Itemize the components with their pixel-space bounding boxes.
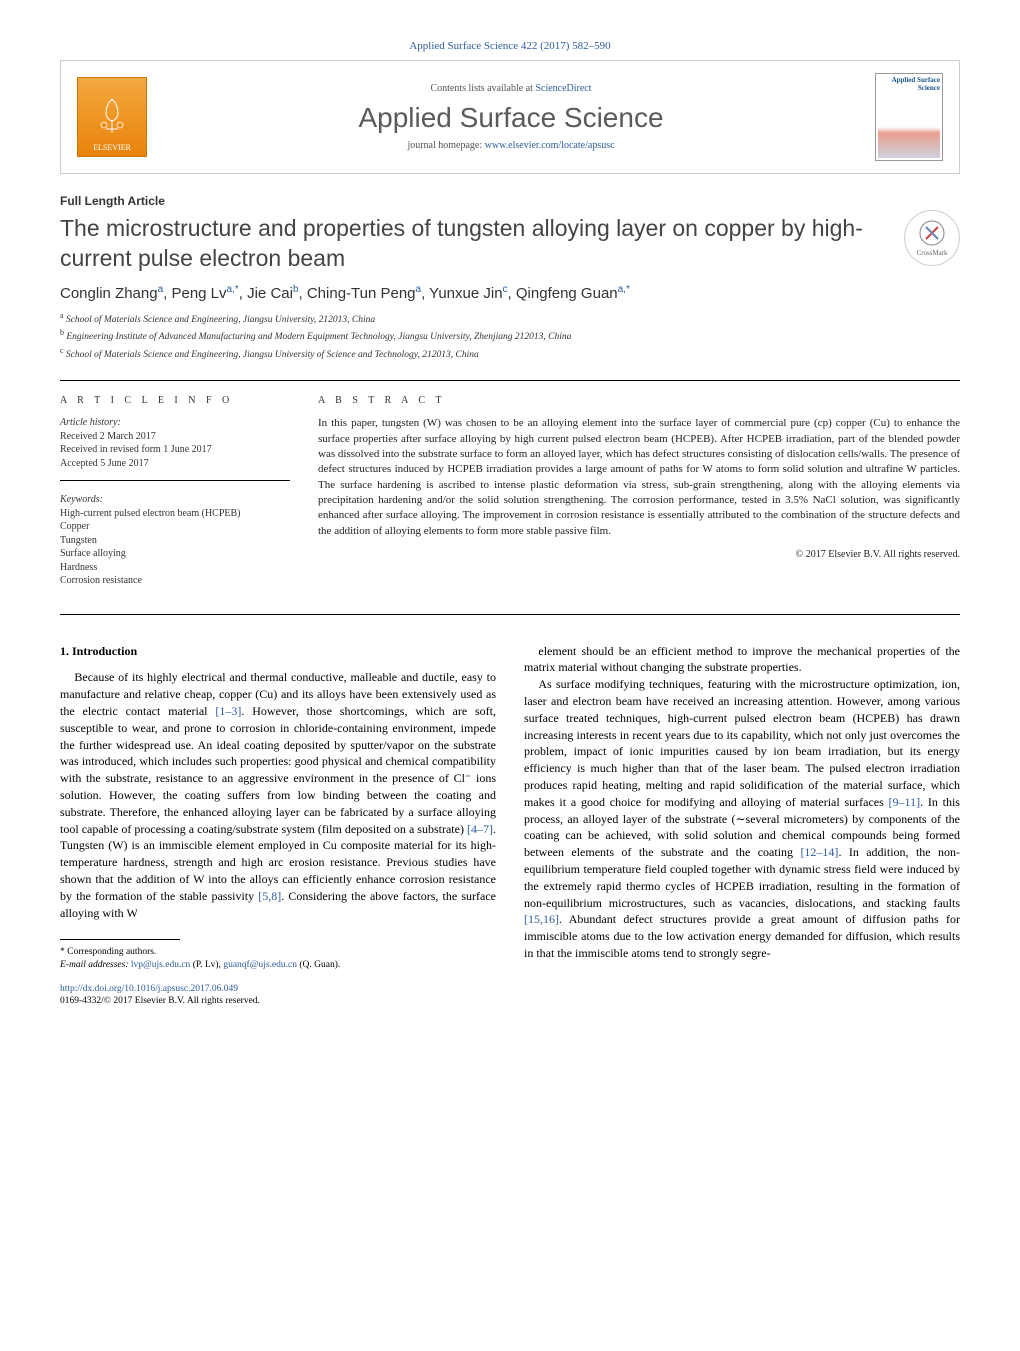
history-line-1: Received in revised form 1 June 2017 bbox=[60, 443, 290, 457]
history-line-2: Accepted 5 June 2017 bbox=[60, 457, 290, 471]
elsevier-tree-icon bbox=[92, 95, 132, 139]
keywords-label: Keywords: bbox=[60, 493, 290, 507]
col1-para-0: Because of its highly electrical and the… bbox=[60, 669, 496, 921]
crossmark-icon bbox=[918, 219, 946, 247]
elsevier-logo: ELSEVIER bbox=[77, 77, 147, 157]
affiliations: a School of Materials Science and Engine… bbox=[60, 310, 960, 362]
elsevier-label: ELSEVIER bbox=[93, 143, 131, 152]
journal-header: ELSEVIER Contents lists available at Sci… bbox=[60, 60, 960, 174]
column-left: 1. Introduction Because of its highly el… bbox=[60, 643, 496, 1008]
doi-link[interactable]: http://dx.doi.org/10.1016/j.apsusc.2017.… bbox=[60, 984, 238, 994]
contents-line: Contents lists available at ScienceDirec… bbox=[147, 83, 875, 94]
homepage-prefix: journal homepage: bbox=[407, 140, 484, 151]
abstract-text: In this paper, tungsten (W) was chosen t… bbox=[318, 416, 960, 539]
cover-title: Applied Surface Science bbox=[878, 76, 940, 92]
keyword-2: Tungsten bbox=[60, 534, 290, 548]
info-abstract-row: a r t i c l e i n f o Article history: R… bbox=[60, 380, 960, 615]
body-columns: 1. Introduction Because of its highly el… bbox=[60, 643, 960, 1008]
keyword-4: Hardness bbox=[60, 561, 290, 575]
journal-title: Applied Surface Science bbox=[147, 102, 875, 134]
col2-para-0: element should be an efficient method to… bbox=[524, 643, 960, 677]
footnotes: * Corresponding authors. E-mail addresse… bbox=[60, 946, 496, 971]
journal-header-center: Contents lists available at ScienceDirec… bbox=[147, 83, 875, 151]
abstract-copyright: © 2017 Elsevier B.V. All rights reserved… bbox=[318, 549, 960, 560]
footnote-separator bbox=[60, 939, 180, 940]
section-1-heading: 1. Introduction bbox=[60, 643, 496, 660]
sciencedirect-link[interactable]: ScienceDirect bbox=[535, 83, 591, 94]
homepage-link[interactable]: www.elsevier.com/locate/apsusc bbox=[485, 140, 615, 151]
crossmark-badge[interactable]: CrossMark bbox=[904, 210, 960, 266]
keywords-block: Keywords: High-current pulsed electron b… bbox=[60, 493, 290, 588]
authors-line: Conglin Zhanga, Peng Lva,*, Jie Caib, Ch… bbox=[60, 284, 960, 302]
history-label: Article history: bbox=[60, 416, 290, 430]
abstract: a b s t r a c t In this paper, tungsten … bbox=[318, 395, 960, 600]
abstract-heading: a b s t r a c t bbox=[318, 395, 960, 406]
keyword-1: Copper bbox=[60, 520, 290, 534]
corresponding-authors: * Corresponding authors. bbox=[60, 946, 496, 958]
keyword-0: High-current pulsed electron beam (HCPEB… bbox=[60, 507, 290, 521]
homepage-line: journal homepage: www.elsevier.com/locat… bbox=[147, 140, 875, 151]
col2-para-1: As surface modifying techniques, featuri… bbox=[524, 676, 960, 962]
column-right: element should be an efficient method to… bbox=[524, 643, 960, 1008]
issn-line: 0169-4332/© 2017 Elsevier B.V. All right… bbox=[60, 996, 260, 1006]
doi-block: http://dx.doi.org/10.1016/j.apsusc.2017.… bbox=[60, 983, 496, 1008]
email-addresses: lvp@ujs.edu.cn (P. Lv), guanqf@ujs.edu.c… bbox=[131, 960, 340, 970]
header-citation: Applied Surface Science 422 (2017) 582–5… bbox=[60, 40, 960, 52]
cover-image bbox=[878, 96, 940, 158]
affiliation-c: c School of Materials Science and Engine… bbox=[60, 345, 960, 362]
article-info: a r t i c l e i n f o Article history: R… bbox=[60, 395, 290, 600]
article-type: Full Length Article bbox=[60, 194, 960, 208]
keyword-3: Surface alloying bbox=[60, 547, 290, 561]
contents-prefix: Contents lists available at bbox=[430, 83, 535, 94]
history-line-0: Received 2 March 2017 bbox=[60, 430, 290, 444]
article-history-block: Article history: Received 2 March 2017 R… bbox=[60, 416, 290, 481]
article-info-heading: a r t i c l e i n f o bbox=[60, 395, 290, 406]
article-title: The microstructure and properties of tun… bbox=[60, 214, 960, 274]
email-line: E-mail addresses: lvp@ujs.edu.cn (P. Lv)… bbox=[60, 959, 496, 971]
affiliation-a: a School of Materials Science and Engine… bbox=[60, 310, 960, 327]
journal-cover-thumbnail: Applied Surface Science bbox=[875, 73, 943, 161]
crossmark-label: CrossMark bbox=[916, 249, 947, 257]
keyword-5: Corrosion resistance bbox=[60, 574, 290, 588]
affiliation-b: b Engineering Institute of Advanced Manu… bbox=[60, 327, 960, 344]
email-label: E-mail addresses: bbox=[60, 960, 131, 970]
